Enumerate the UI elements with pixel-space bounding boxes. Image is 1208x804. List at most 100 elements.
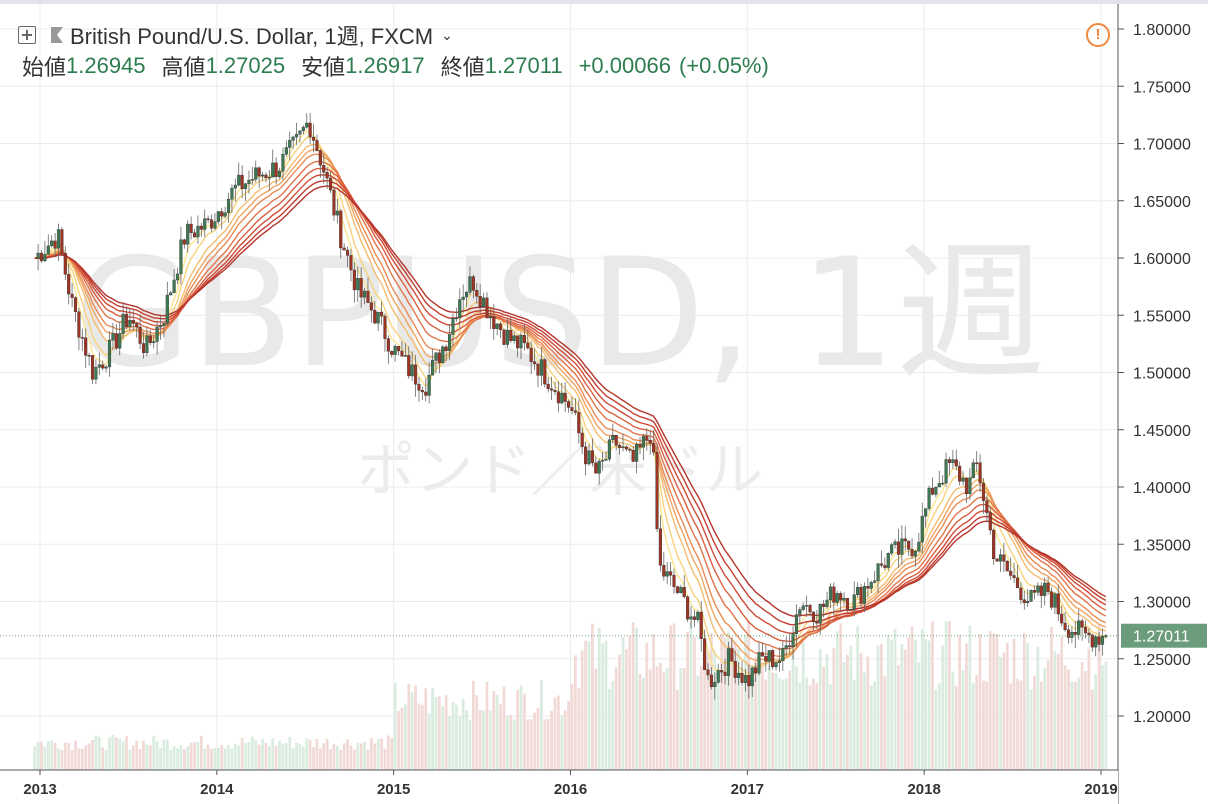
candle bbox=[43, 254, 47, 262]
symbol-title[interactable]: British Pound/U.S. Dollar, 1週, FXCM bbox=[70, 24, 434, 49]
volume-bar bbox=[468, 719, 472, 770]
candle bbox=[175, 273, 180, 281]
moving-average-line bbox=[34, 143, 1107, 668]
x-tick-label: 2016 bbox=[554, 781, 587, 798]
volume-bar bbox=[455, 704, 458, 770]
candle bbox=[628, 448, 632, 451]
candle bbox=[522, 335, 526, 344]
chevron-down-icon[interactable]: ⌄ bbox=[441, 26, 453, 43]
volume-bar bbox=[176, 748, 179, 770]
volume-bar bbox=[822, 667, 826, 770]
candle bbox=[220, 211, 224, 217]
candle bbox=[995, 558, 999, 562]
candle bbox=[70, 293, 74, 298]
candle bbox=[260, 174, 265, 177]
volume-bar bbox=[186, 746, 190, 770]
volume-bar bbox=[808, 685, 812, 770]
volume-bar bbox=[492, 691, 496, 770]
candle bbox=[652, 443, 656, 453]
candle bbox=[703, 638, 707, 671]
candle bbox=[390, 351, 394, 355]
volume-bar bbox=[723, 637, 727, 770]
volume-bar bbox=[298, 743, 302, 770]
volume-bar bbox=[80, 748, 84, 770]
moving-average-line bbox=[34, 153, 1107, 658]
volume-bar bbox=[478, 710, 482, 770]
candle bbox=[747, 675, 751, 687]
candle bbox=[529, 347, 533, 362]
candle bbox=[573, 410, 577, 413]
volume-bar bbox=[329, 748, 332, 770]
volume-bar bbox=[597, 628, 601, 770]
candle bbox=[87, 355, 91, 357]
candle bbox=[179, 239, 183, 275]
volume-bar bbox=[349, 745, 353, 770]
candle bbox=[475, 290, 479, 297]
volume-bar bbox=[424, 688, 428, 770]
candle bbox=[60, 229, 64, 254]
candle bbox=[80, 337, 84, 339]
volume-bar bbox=[288, 737, 292, 770]
candle bbox=[237, 174, 241, 186]
moving-average-line bbox=[34, 148, 1107, 662]
volume-bar bbox=[934, 689, 938, 770]
candle bbox=[332, 189, 336, 216]
candle bbox=[380, 311, 384, 317]
exclamation-circle-icon[interactable]: ! bbox=[1086, 23, 1110, 47]
candle bbox=[478, 296, 482, 308]
moving-average-line bbox=[34, 174, 1107, 634]
candle bbox=[767, 650, 771, 662]
high-value: 1.27025 bbox=[205, 53, 286, 78]
volume-bar bbox=[240, 737, 244, 770]
candle bbox=[862, 586, 867, 604]
volume-bar bbox=[727, 631, 730, 770]
candle bbox=[1012, 575, 1016, 578]
volume-bar bbox=[975, 675, 979, 770]
candle bbox=[856, 586, 860, 595]
volume-bar bbox=[74, 740, 77, 770]
candle bbox=[67, 274, 71, 295]
volume-bar bbox=[131, 745, 135, 770]
volume-bar bbox=[1070, 681, 1074, 770]
candle bbox=[1087, 632, 1091, 636]
y-tick-label: 1.30000 bbox=[1133, 595, 1191, 612]
flag-icon[interactable] bbox=[50, 26, 64, 44]
candle bbox=[808, 605, 812, 613]
volume-bar bbox=[342, 743, 346, 770]
candle bbox=[230, 187, 234, 200]
candle bbox=[699, 611, 703, 639]
volume-bar bbox=[33, 746, 37, 770]
candle bbox=[917, 541, 921, 552]
volume-bar bbox=[274, 746, 278, 770]
candle bbox=[243, 183, 248, 189]
high-label: 高値 bbox=[161, 55, 206, 80]
candle bbox=[689, 616, 693, 620]
volume-bar bbox=[631, 622, 635, 770]
volume-bar bbox=[536, 708, 540, 770]
close-value: 1.27011 bbox=[484, 53, 563, 78]
candle bbox=[50, 240, 54, 247]
plus-square-icon[interactable] bbox=[18, 26, 36, 44]
candle bbox=[822, 603, 826, 608]
volume-bar bbox=[910, 626, 914, 770]
candle bbox=[879, 563, 884, 566]
volume-bar bbox=[730, 637, 734, 770]
candle bbox=[1002, 554, 1006, 562]
volume-bar bbox=[264, 743, 268, 770]
candle bbox=[607, 439, 611, 460]
volume-bar bbox=[261, 738, 264, 770]
volume-bar bbox=[574, 655, 577, 770]
volume-bar bbox=[434, 697, 438, 770]
volume-bar bbox=[1022, 632, 1026, 770]
volume-bar bbox=[784, 678, 788, 770]
volume-bar bbox=[764, 679, 768, 770]
candle bbox=[553, 390, 557, 392]
volume-bar bbox=[461, 699, 465, 770]
candle bbox=[169, 292, 173, 296]
candle bbox=[444, 346, 448, 351]
candle bbox=[1036, 585, 1040, 593]
candle bbox=[322, 165, 326, 173]
candle bbox=[635, 444, 639, 462]
volume-bar bbox=[676, 689, 679, 770]
